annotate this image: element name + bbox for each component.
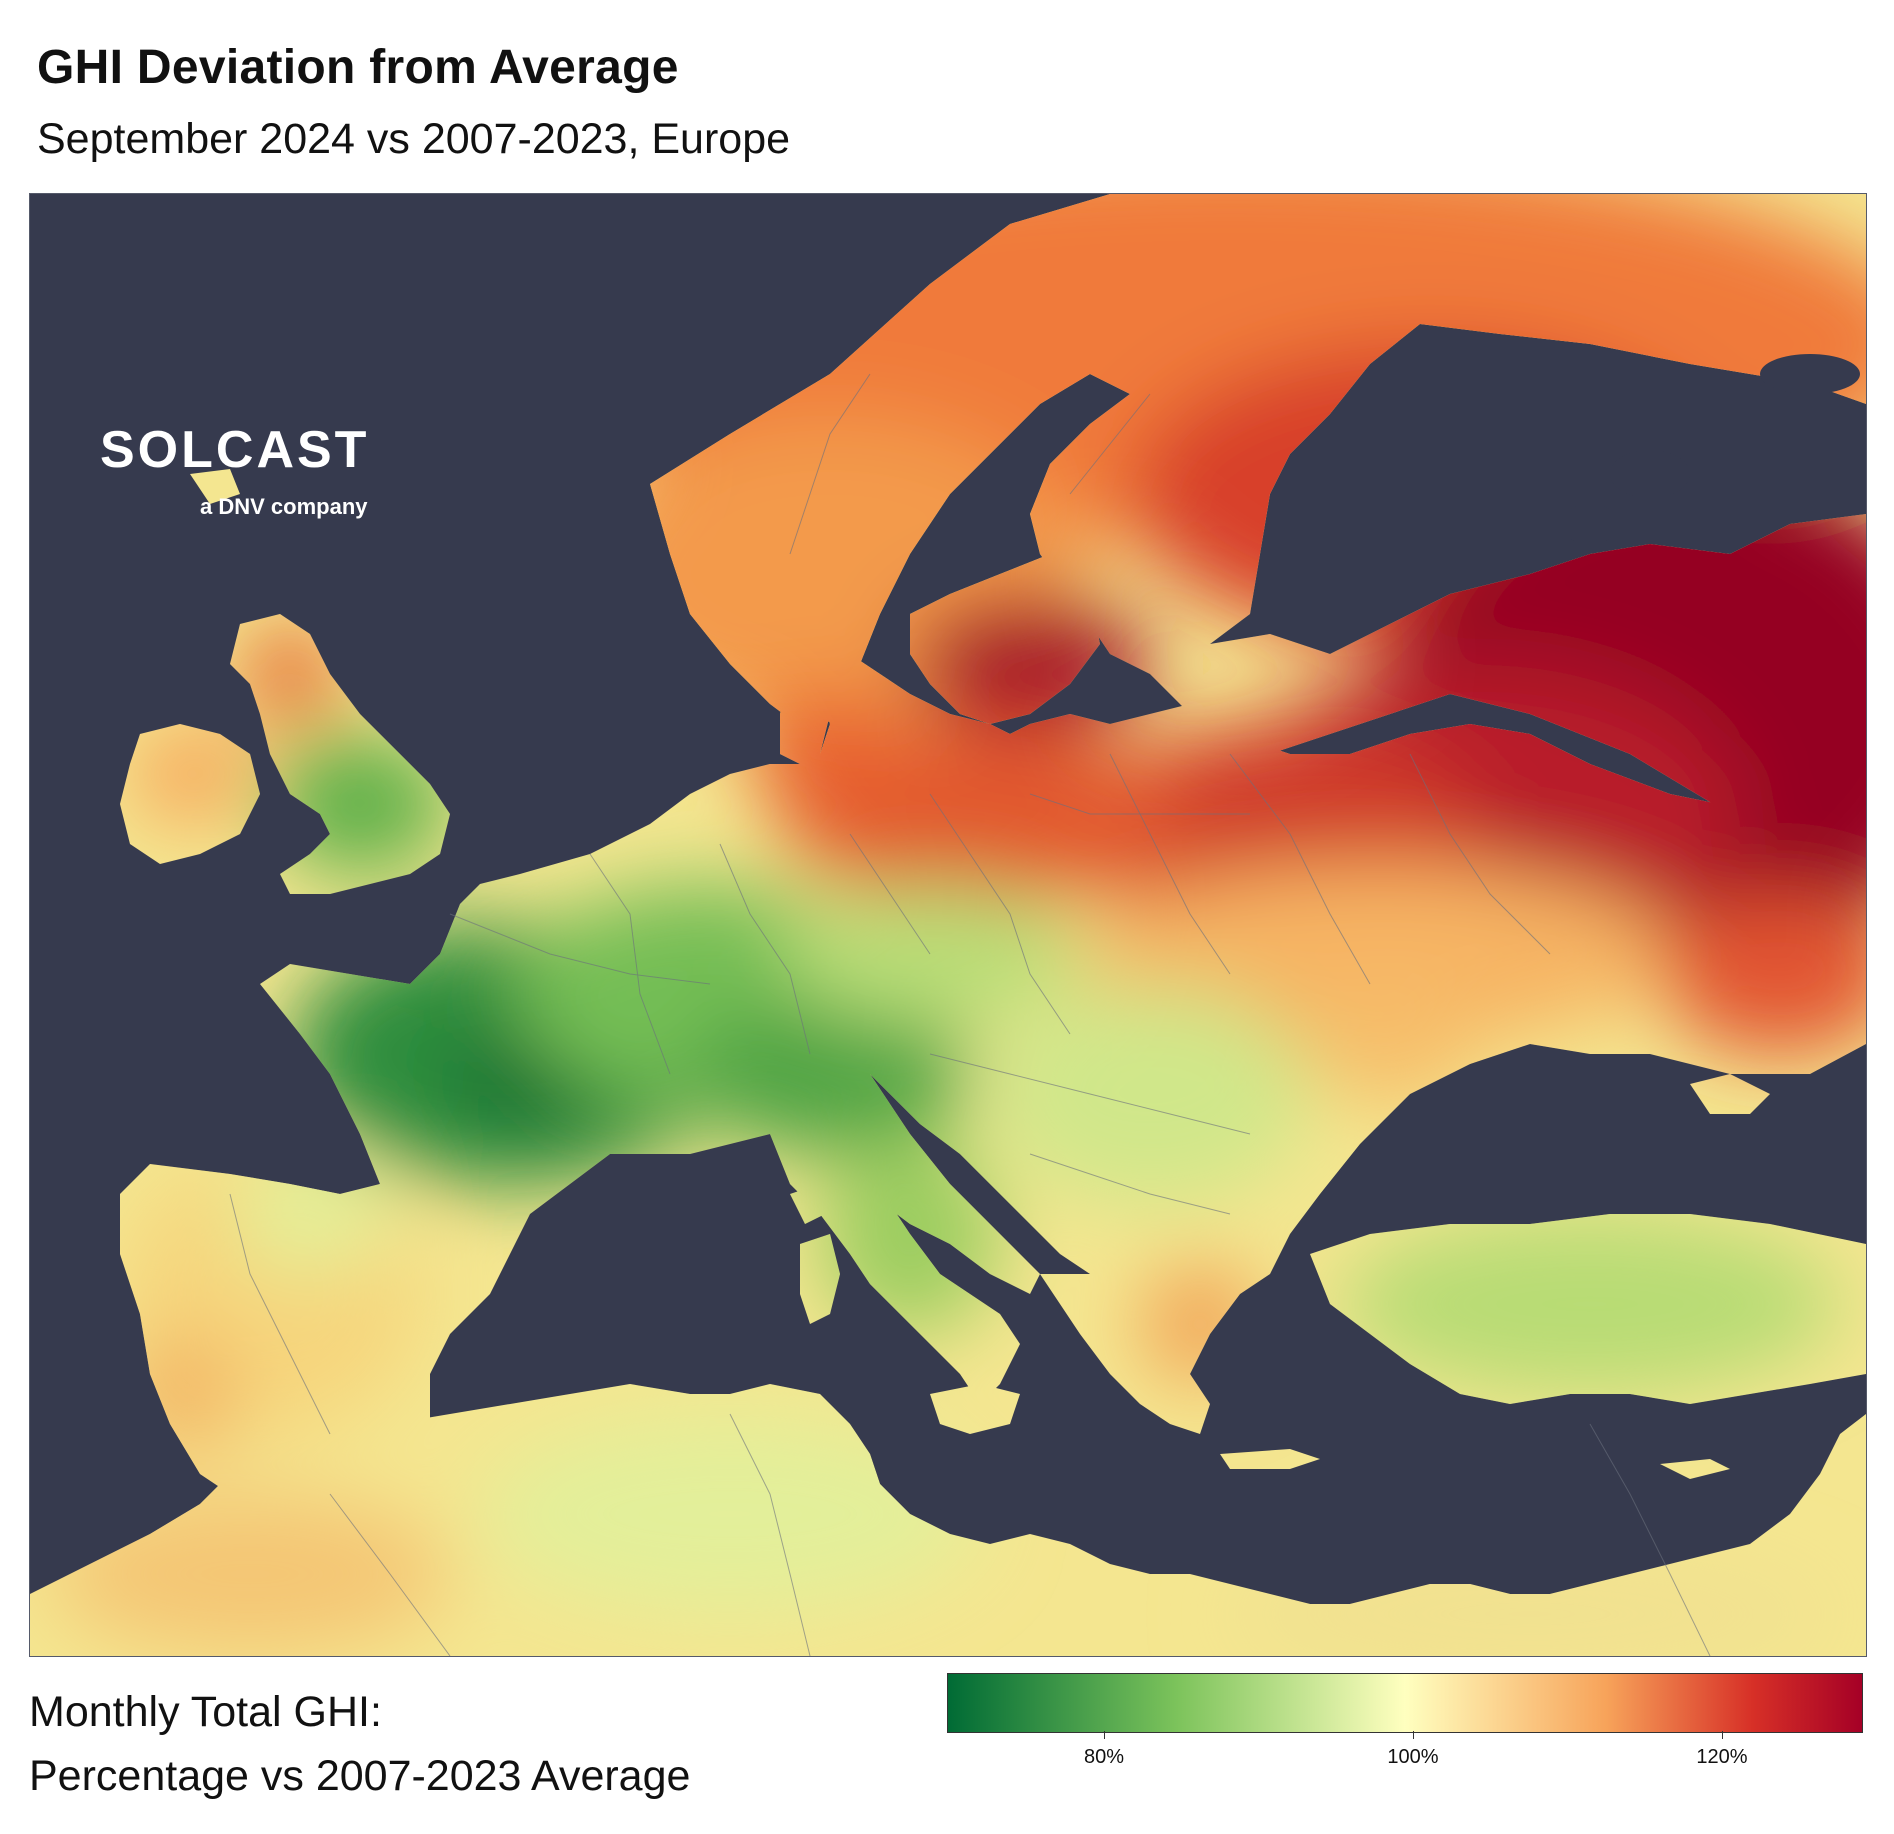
- colorbar-label-120: 120%: [1696, 1746, 1748, 1768]
- colorbar: [947, 1673, 1863, 1733]
- country-borders: [229, 373, 1711, 1656]
- inland-lakes: [1560, 354, 1860, 544]
- europe-ghi-map: SOLCAST a DNV company: [29, 193, 1867, 1657]
- legend-title-line1: Monthly Total GHI:: [29, 1688, 382, 1736]
- colorbar-tick-120: [1722, 1731, 1723, 1739]
- colorbar-tick-80: [1104, 1731, 1105, 1739]
- legend-title: Monthly Total GHI: Percentage vs 2007-20…: [29, 1680, 690, 1808]
- logo-tagline: a DNV company: [200, 494, 368, 519]
- map-title: GHI Deviation from Average: [37, 41, 679, 94]
- map-subtitle: September 2024 vs 2007-2023, Europe: [37, 115, 791, 163]
- colorbar-tick-100: [1413, 1731, 1414, 1739]
- solcast-logo: SOLCAST a DNV company: [100, 421, 370, 519]
- map-canvas: [30, 194, 1866, 1656]
- legend-title-line2: Percentage vs 2007-2023 Average: [29, 1752, 691, 1800]
- colorbar-label-80: 80%: [1083, 1746, 1125, 1768]
- logo-wordmark: SOLCAST: [100, 421, 370, 479]
- colorbar-label-100: 100%: [1387, 1746, 1439, 1768]
